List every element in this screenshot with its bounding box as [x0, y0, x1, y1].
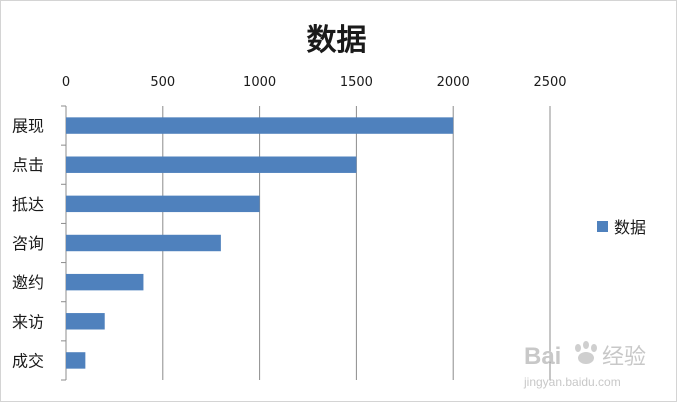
category-label: 邀约: [12, 273, 44, 292]
x-tick-label: 1000: [243, 75, 276, 90]
category-label: 展现: [12, 117, 44, 136]
bar: [66, 273, 144, 291]
category-label: 点击: [12, 156, 44, 175]
category-label: 成交: [12, 351, 44, 370]
bar: [66, 313, 105, 330]
legend-swatch: [597, 220, 608, 232]
watermark-url: jingyan.baidu.com: [523, 375, 621, 389]
chart-title: 数据: [306, 23, 367, 58]
legend: 数据: [597, 214, 646, 238]
bar: [66, 156, 357, 173]
baidu-jingyan-watermark: Bai 经验 jingyan.baidu.com: [520, 336, 670, 396]
bar: [66, 117, 454, 134]
legend-label: 数据: [614, 218, 647, 237]
bar: [66, 195, 260, 213]
paw-icon: [575, 341, 597, 364]
category-label: 来访: [12, 312, 44, 331]
x-tick-label: 1500: [340, 75, 373, 90]
bar: [66, 352, 86, 369]
x-tick-label: 0: [62, 75, 70, 90]
x-tick-label: 2500: [533, 75, 566, 90]
watermark-logo: Bai 经验 jingyan.baidu.com: [523, 341, 646, 389]
watermark-brand: Bai: [524, 343, 561, 370]
category-label: 咨询: [12, 234, 44, 253]
watermark-suffix: 经验: [602, 345, 646, 370]
x-tick-label: 500: [150, 75, 175, 90]
x-tick-label: 2000: [437, 75, 470, 90]
bar: [66, 234, 221, 252]
category-label: 抵达: [12, 195, 44, 214]
